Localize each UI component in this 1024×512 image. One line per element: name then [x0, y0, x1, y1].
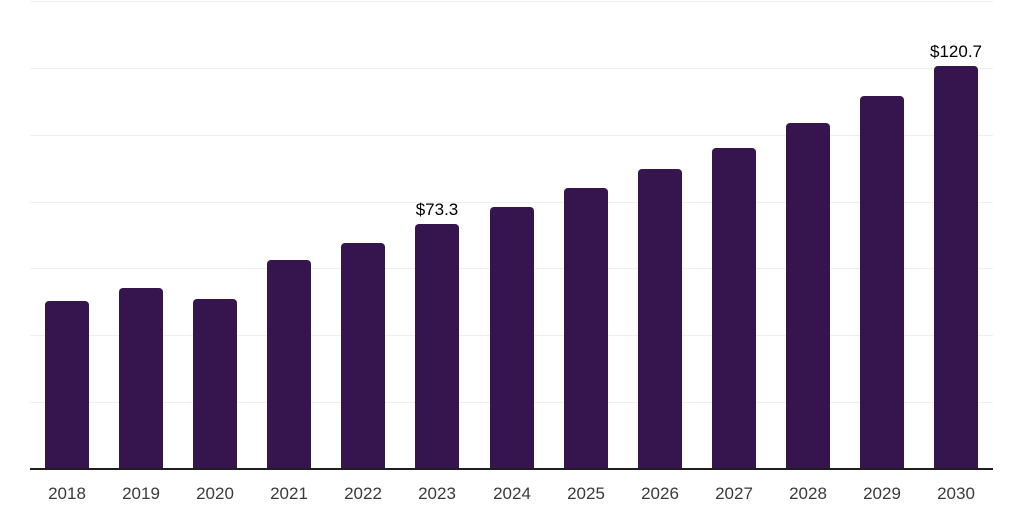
- bar-2030: [934, 66, 978, 469]
- x-tick-label-2027: 2027: [715, 484, 753, 503]
- bar-2020: [193, 299, 237, 469]
- bar-2027: [712, 148, 756, 469]
- gridline-100: [30, 135, 993, 136]
- x-tick-label-2026: 2026: [641, 484, 679, 503]
- bar-2024: [490, 207, 534, 469]
- bar-2018: [45, 301, 89, 469]
- bar-2029: [860, 96, 904, 469]
- x-tick-label-2028: 2028: [789, 484, 827, 503]
- bar-2022: [341, 243, 385, 469]
- x-tick-label-2022: 2022: [344, 484, 382, 503]
- gridline-120: [30, 68, 993, 69]
- bar-2028: [786, 123, 830, 469]
- gridline-80: [30, 202, 993, 203]
- bar-2026: [638, 169, 682, 469]
- x-axis-line: [30, 468, 993, 470]
- bar-2025: [564, 188, 608, 469]
- x-tick-label-2029: 2029: [863, 484, 901, 503]
- data-label-2023: $73.3: [415, 200, 459, 219]
- x-tick-label-2024: 2024: [493, 484, 531, 503]
- data-label-2030: $120.7: [930, 42, 982, 61]
- x-tick-label-2025: 2025: [567, 484, 605, 503]
- x-tick-label-2030: 2030: [937, 484, 975, 503]
- x-tick-label-2019: 2019: [122, 484, 160, 503]
- x-tick-label-2020: 2020: [196, 484, 234, 503]
- bar-2023: [415, 224, 459, 469]
- x-tick-label-2023: 2023: [418, 484, 456, 503]
- bar-2021: [267, 260, 311, 469]
- gridline-140: [30, 1, 993, 2]
- x-tick-label-2018: 2018: [48, 484, 86, 503]
- bar-2019: [119, 288, 163, 469]
- x-tick-label-2021: 2021: [270, 484, 308, 503]
